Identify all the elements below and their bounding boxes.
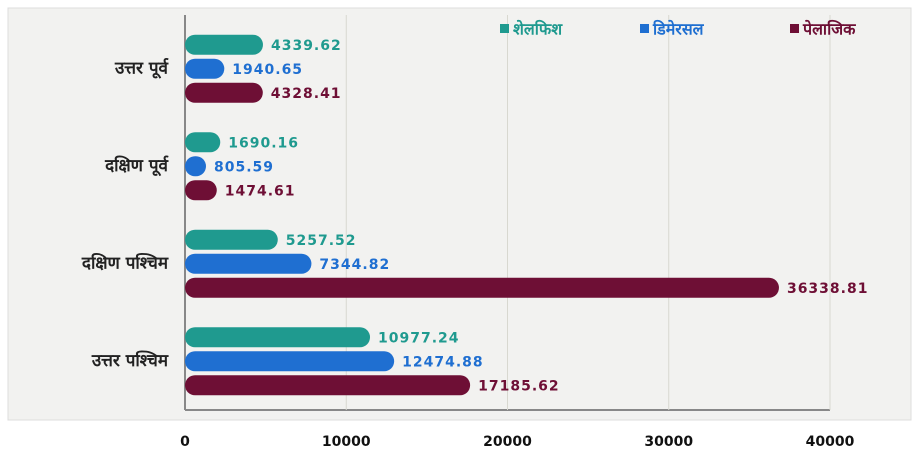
legend-swatch [790, 24, 799, 33]
bar [185, 132, 221, 153]
legend-label: डिमेरसल [652, 20, 705, 39]
x-tick-label: 40000 [806, 434, 855, 450]
bar [185, 375, 471, 396]
bar [185, 58, 225, 79]
category-label: दक्षिण पूर्व [104, 155, 169, 177]
x-tick-label: 0 [180, 434, 190, 450]
legend-label: शेलफिश [513, 20, 563, 39]
data-label: 4328.41 [271, 86, 342, 102]
bar [185, 229, 278, 250]
data-label: 36338.81 [787, 281, 869, 297]
data-label: 1474.61 [225, 183, 296, 199]
legend-swatch [500, 24, 509, 33]
category-label: दक्षिण पश्चिम [81, 252, 169, 273]
x-tick-label: 10000 [322, 434, 371, 450]
x-tick-label: 20000 [483, 434, 532, 450]
bar [185, 253, 312, 274]
data-label: 7344.82 [319, 257, 390, 273]
data-label: 1940.65 [232, 62, 303, 78]
data-label: 12474.88 [402, 354, 484, 370]
legend-label: पेलाजिक [802, 20, 856, 39]
bar [185, 34, 263, 55]
bar [185, 156, 206, 177]
x-tick-label: 30000 [644, 434, 693, 450]
data-label: 1690.16 [228, 135, 299, 151]
data-label: 17185.62 [478, 378, 560, 394]
category-label: उत्तर पूर्व [114, 57, 170, 79]
bar [185, 277, 779, 298]
data-label: 4339.62 [271, 38, 342, 54]
bar [185, 180, 217, 201]
bar [185, 351, 395, 372]
plot-background [7, 7, 912, 421]
category-label: उत्तर पश्चिम [91, 350, 169, 371]
legend-swatch [640, 24, 649, 33]
data-label: 805.59 [214, 159, 274, 175]
data-label: 10977.24 [378, 330, 460, 346]
bar [185, 82, 263, 103]
data-label: 5257.52 [286, 233, 357, 249]
bar [185, 327, 371, 348]
